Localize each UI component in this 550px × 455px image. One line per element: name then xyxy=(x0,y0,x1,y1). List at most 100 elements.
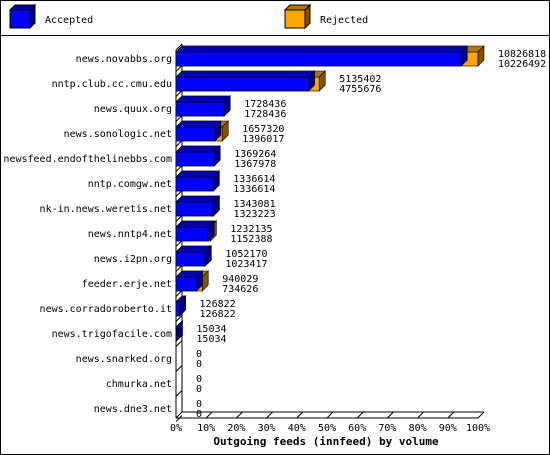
value-label: 1367978 xyxy=(234,159,276,170)
row-line xyxy=(175,340,183,347)
value-label: 15034 xyxy=(196,334,226,345)
row-line xyxy=(175,240,183,247)
legend-label: Accepted xyxy=(45,15,93,26)
y-tick-label: nntp.club.cc.cmu.edu xyxy=(52,79,172,90)
y-tick-label: news.i2pn.org xyxy=(94,254,172,265)
bar-side xyxy=(212,170,220,192)
bar-front xyxy=(175,126,216,142)
x-tick xyxy=(477,411,485,419)
bar-front xyxy=(175,76,309,92)
x-tick-label: 0% xyxy=(170,423,182,434)
value-label: 10226492 xyxy=(498,59,546,70)
y-tick-label: nntp.comgw.net xyxy=(88,179,172,190)
value-label: 734626 xyxy=(222,284,258,295)
x-tick-label: 20% xyxy=(227,423,245,434)
x-tick xyxy=(387,411,394,419)
legend-swatch-side xyxy=(29,3,36,30)
row-line xyxy=(175,265,183,272)
bar-top xyxy=(175,120,222,128)
bar-front xyxy=(175,151,215,167)
value-label: 1232135 xyxy=(230,224,272,235)
bar-side xyxy=(213,145,221,167)
value-label: 1336614 xyxy=(233,184,275,195)
value-label: 0 xyxy=(196,349,202,360)
axis-line xyxy=(175,43,183,51)
legend-label: Rejected xyxy=(320,15,368,26)
bar-side xyxy=(179,295,186,317)
x-tick xyxy=(266,411,273,419)
value-label: 1152388 xyxy=(230,234,272,245)
bar-side xyxy=(477,45,485,67)
value-label: 126822 xyxy=(200,309,236,320)
x-tick xyxy=(205,411,213,419)
x-tick-label: 60% xyxy=(348,423,366,434)
bar-front xyxy=(175,276,197,292)
x-tick xyxy=(356,411,364,419)
x-tick-label: 10% xyxy=(197,423,215,434)
value-label: 0 xyxy=(196,409,202,420)
y-tick-label: news.sonologic.net xyxy=(64,129,172,140)
row-line xyxy=(175,390,183,397)
value-label: 1023417 xyxy=(225,259,267,270)
x-tick-label: 80% xyxy=(409,423,427,434)
x-tick xyxy=(417,411,424,419)
bar-side xyxy=(221,120,229,142)
bar-front xyxy=(175,251,205,267)
row-line xyxy=(175,115,183,122)
bar-side xyxy=(207,220,215,242)
legend-swatch xyxy=(9,9,31,29)
bar-top xyxy=(175,45,468,53)
value-label: 1336614 xyxy=(233,174,275,185)
y-tick-label: nk-in.news.weretis.net xyxy=(40,204,172,215)
row-line xyxy=(175,65,183,72)
bar-front xyxy=(175,201,214,217)
row-line xyxy=(175,365,183,372)
bar-side xyxy=(460,45,468,67)
row-line xyxy=(175,190,183,197)
bar-side xyxy=(308,70,315,92)
value-label: 1343081 xyxy=(233,199,275,210)
value-label: 1323223 xyxy=(233,209,275,220)
y-tick-label: newsfeed.endofthelinebbs.com xyxy=(3,154,172,165)
row-line xyxy=(175,215,183,222)
y-tick-label: news.novabbs.org xyxy=(76,54,172,65)
row-line xyxy=(175,415,183,422)
value-label: 15034 xyxy=(196,324,226,335)
y-tick-label: news.snarked.org xyxy=(76,354,172,365)
row-line xyxy=(175,315,183,322)
bar-side xyxy=(214,120,222,142)
value-label: 5135402 xyxy=(339,74,381,85)
x-tick-label: 90% xyxy=(439,423,457,434)
bar-top xyxy=(175,195,220,203)
bar-top xyxy=(175,220,215,228)
legend-swatch-side xyxy=(304,3,311,30)
row-line xyxy=(175,90,183,97)
bar-side xyxy=(318,70,326,92)
x-tick xyxy=(296,411,304,419)
value-label: 0 xyxy=(196,374,202,385)
x-tick-label: 100% xyxy=(466,423,490,434)
value-label: 10826818 xyxy=(498,49,546,60)
bar-front xyxy=(175,301,180,317)
bar-top xyxy=(175,70,316,78)
value-label: 1396017 xyxy=(242,134,284,145)
y-tick-label: news.corradoroberto.it xyxy=(40,304,172,315)
x-tick xyxy=(326,411,334,419)
row-line xyxy=(175,165,183,172)
y-tick-label: news.quux.org xyxy=(94,104,172,115)
value-label: 940029 xyxy=(222,274,258,285)
x-tick xyxy=(236,411,243,419)
value-label: 0 xyxy=(196,399,202,410)
y-tick-label: news.nntp4.net xyxy=(88,229,172,240)
bar-front xyxy=(175,101,225,117)
bar-side xyxy=(204,245,211,267)
x-tick-label: 40% xyxy=(288,423,306,434)
bar-front xyxy=(175,51,462,67)
row-line xyxy=(175,140,183,147)
bar-front xyxy=(175,226,209,242)
value-label: 1657320 xyxy=(242,124,284,135)
value-label: 1369264 xyxy=(234,149,276,160)
row-line xyxy=(175,290,183,297)
x-tick-label: 70% xyxy=(378,423,396,434)
